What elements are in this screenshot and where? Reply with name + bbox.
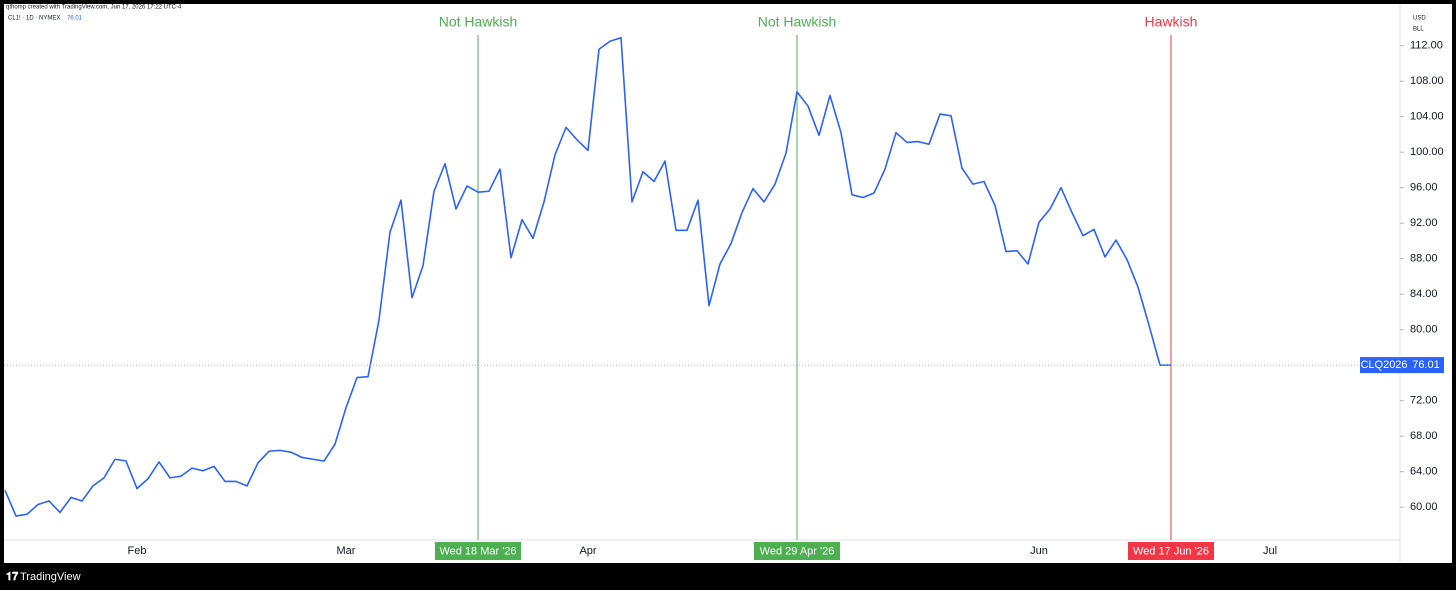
event-label: Not Hawkish	[439, 14, 518, 30]
y-tick-label: 84.00	[1410, 288, 1438, 300]
header: qthomp created with TradingView.com, Jun…	[6, 5, 182, 11]
x-tick-label: Apr	[579, 545, 596, 557]
y-tick-label: 72.00	[1410, 395, 1438, 407]
last-price-label: 76.01	[1412, 359, 1440, 371]
symbol: CL1! · 1D · NYMEX	[8, 16, 60, 22]
x-tick-label: Jun	[1030, 545, 1048, 557]
y-tick-label: 88.00	[1410, 253, 1438, 265]
y-tick-label: 64.00	[1410, 466, 1438, 478]
x-tick-label: Jul	[1263, 545, 1277, 557]
event-label: Not Hawkish	[758, 14, 837, 30]
plot: 60.0064.0068.0072.0076.0080.0084.0088.00…	[4, 14, 1444, 560]
y-tick-label: 80.00	[1410, 324, 1438, 336]
y-tick-label: 96.00	[1410, 182, 1438, 194]
x-tick-label: Mar	[337, 545, 356, 557]
contract-label: CLQ2026	[1360, 359, 1407, 371]
event-date-box	[754, 542, 840, 560]
unit: BLL	[1413, 27, 1424, 33]
symbol-last-value: 76.01	[67, 16, 83, 22]
footer: TradingView	[20, 571, 81, 583]
event-date: Wed 17 Jun '26	[1133, 545, 1209, 557]
event-date-box	[435, 542, 521, 560]
y-tick-label: 68.00	[1410, 430, 1438, 442]
last-price-box	[1408, 357, 1444, 374]
event-label: Hawkish	[1145, 14, 1198, 30]
chart-panel	[4, 4, 1452, 563]
y-tick-label: 60.00	[1410, 501, 1438, 513]
x-tick-label: Feb	[128, 545, 147, 557]
currency: USD	[1413, 16, 1426, 22]
price-line	[4, 36, 1172, 517]
logo-mark: 𝟏𝟕	[6, 571, 19, 583]
y-tick-label: 100.00	[1410, 146, 1444, 158]
y-tick-label: 108.00	[1410, 75, 1444, 87]
contract-box	[1360, 357, 1408, 374]
y-tick-label: 92.00	[1410, 217, 1438, 229]
y-tick-label: 112.00	[1410, 40, 1443, 52]
event-date-box	[1128, 542, 1214, 560]
y-tick-label: 104.00	[1410, 111, 1444, 123]
event-date: Wed 29 Apr '26	[760, 545, 835, 557]
event-date: Wed 18 Mar '26	[439, 545, 516, 557]
